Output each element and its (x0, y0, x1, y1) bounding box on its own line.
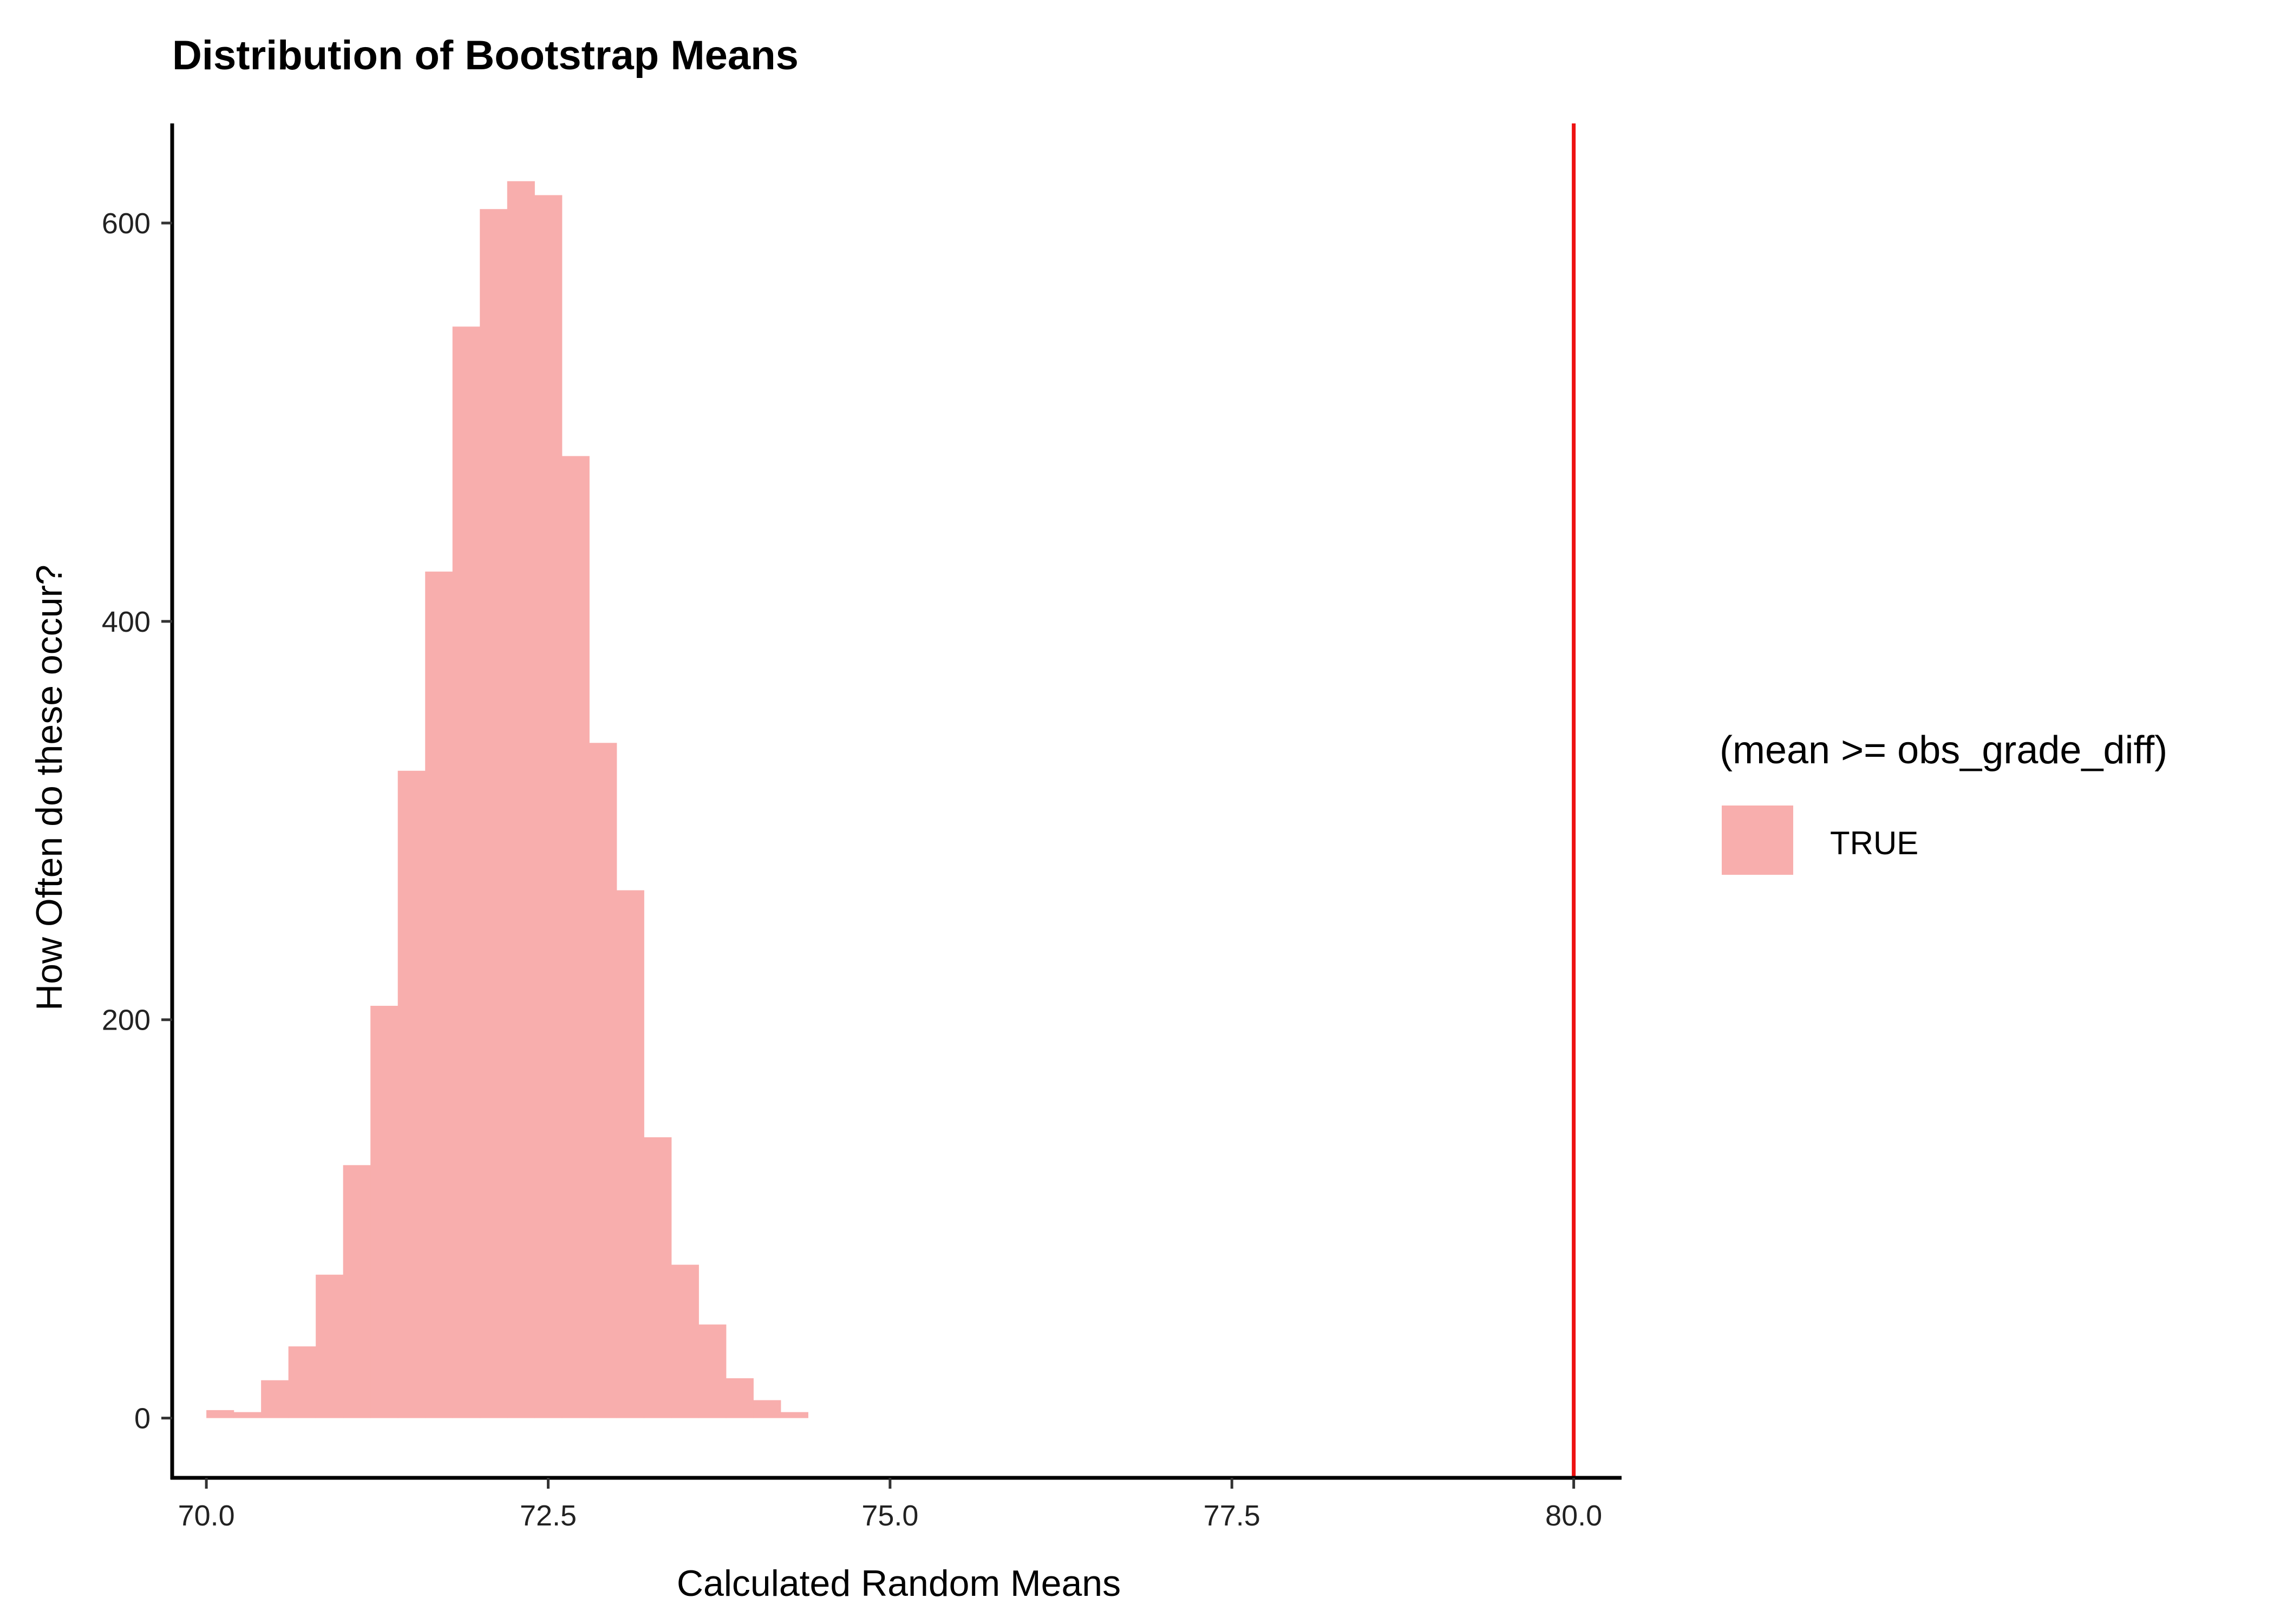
histogram-bar (288, 1346, 316, 1418)
chart-title: Distribution of Bootstrap Means (172, 32, 799, 78)
histogram-bar (644, 1137, 672, 1418)
histogram-bar (507, 181, 535, 1418)
histogram-bar (261, 1380, 289, 1418)
y-axis-ticks: 0 200 400 600 (102, 207, 172, 1435)
histogram-bar (343, 1165, 371, 1418)
histogram-bar (753, 1400, 781, 1418)
histogram-bar (425, 571, 453, 1418)
y-tick-label: 200 (102, 1004, 151, 1037)
histogram-bar (671, 1265, 699, 1418)
histogram-bar (206, 1410, 234, 1418)
histogram-bar (452, 326, 480, 1418)
x-tick-label: 77.5 (1204, 1499, 1260, 1532)
histogram-bar (616, 890, 644, 1418)
x-tick-label: 72.5 (520, 1499, 577, 1532)
x-tick-label: 75.0 (861, 1499, 918, 1532)
legend-title: (mean >= obs_grade_diff) (1720, 729, 2167, 772)
y-axis-title: How Often do these occur? (29, 565, 70, 1011)
histogram-bar (561, 456, 590, 1418)
x-tick-label: 70.0 (178, 1499, 235, 1532)
histogram-bar (698, 1324, 727, 1418)
y-tick-label: 0 (134, 1403, 151, 1435)
histogram-bars (206, 181, 808, 1418)
x-axis-ticks: 70.0 72.5 75.0 77.5 80.0 (178, 1478, 1602, 1532)
histogram-bar (233, 1412, 262, 1418)
legend: (mean >= obs_grade_diff) TRUE (1720, 729, 2167, 875)
histogram-bar (589, 743, 617, 1418)
x-tick-label: 80.0 (1545, 1499, 1602, 1532)
histogram-bar (534, 195, 563, 1418)
histogram-bar (397, 770, 426, 1418)
legend-label-true: TRUE (1830, 825, 1918, 861)
legend-key-true (1722, 806, 1793, 875)
histogram-bar (726, 1378, 754, 1418)
x-axis-title: Calculated Random Means (677, 1563, 1121, 1604)
histogram-bar (780, 1412, 808, 1418)
histogram-bar (480, 209, 508, 1418)
histogram-bar (316, 1274, 344, 1418)
y-tick-label: 400 (102, 606, 151, 638)
histogram-bar (370, 1005, 398, 1418)
y-tick-label: 600 (102, 207, 151, 240)
